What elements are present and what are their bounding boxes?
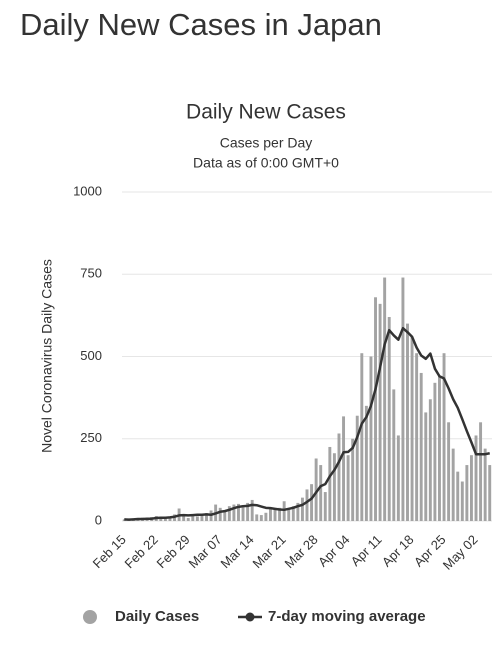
bar <box>227 506 231 521</box>
bar <box>364 405 368 521</box>
bar <box>342 416 346 521</box>
bar <box>328 446 332 521</box>
x-tick-label: Feb 15 <box>90 532 129 571</box>
bar <box>410 336 414 521</box>
bar <box>282 501 286 521</box>
bar <box>369 356 373 521</box>
bar <box>246 502 250 521</box>
bar <box>186 518 190 521</box>
bar <box>264 512 268 521</box>
bar <box>291 506 295 521</box>
bar <box>191 516 195 521</box>
bar <box>287 508 291 521</box>
bar <box>456 471 460 521</box>
bar <box>360 353 364 521</box>
bar <box>218 507 222 521</box>
legend-label: Daily Cases <box>115 608 199 625</box>
bar <box>351 438 355 521</box>
bar <box>278 507 282 521</box>
bar <box>250 499 254 521</box>
bar <box>319 465 323 521</box>
x-tick-label: Mar 14 <box>218 532 257 571</box>
bar <box>296 502 300 521</box>
bar <box>447 422 451 521</box>
bar <box>195 516 199 521</box>
bar <box>488 465 492 521</box>
x-tick-label: May 02 <box>440 532 481 573</box>
bar <box>255 514 259 521</box>
x-tick-label: Apr 11 <box>348 532 385 569</box>
bar <box>355 415 359 521</box>
bar <box>310 484 314 521</box>
bar <box>465 465 469 521</box>
bar <box>314 458 318 521</box>
bar <box>268 507 272 521</box>
bar <box>415 353 419 521</box>
y-tick-label: 0 <box>95 512 102 527</box>
bar <box>163 518 167 521</box>
bar <box>383 277 387 521</box>
bar <box>168 516 172 521</box>
bar <box>419 372 423 521</box>
bar <box>159 517 163 521</box>
bar <box>387 317 391 521</box>
bar <box>223 511 227 521</box>
x-tick-label: Mar 28 <box>281 532 320 571</box>
x-tick-label: Feb 29 <box>154 532 193 571</box>
bar <box>474 435 478 521</box>
bar <box>232 504 236 521</box>
bar <box>469 455 473 521</box>
bar <box>273 509 277 521</box>
bar <box>378 303 382 521</box>
bar <box>433 382 437 521</box>
bar <box>479 422 483 521</box>
legend-item[interactable]: Daily Cases <box>83 608 199 625</box>
bar <box>438 376 441 521</box>
legend-symbol <box>245 612 255 622</box>
bar <box>374 297 377 521</box>
bar <box>428 399 432 521</box>
bar <box>332 453 336 521</box>
x-tick-label: Apr 04 <box>315 532 353 570</box>
bar <box>305 489 309 521</box>
bar <box>237 503 240 521</box>
x-tick-label: Mar 21 <box>249 532 288 571</box>
bar <box>337 433 341 521</box>
bar <box>401 277 405 521</box>
line <box>124 326 490 521</box>
bar <box>451 448 455 521</box>
bar <box>424 412 428 521</box>
bar <box>483 448 487 521</box>
chart-title: Daily New Cases <box>186 101 346 124</box>
y-tick-label: 250 <box>80 430 102 445</box>
bar <box>346 455 350 521</box>
x-tick-label: Mar 07 <box>186 532 225 571</box>
y-tick-label: 750 <box>80 266 102 281</box>
bar <box>259 515 263 521</box>
y-tick-label: 500 <box>80 348 102 363</box>
bar <box>200 515 204 521</box>
bar <box>406 323 409 521</box>
bar <box>396 435 400 521</box>
y-axis-label: Novel Coronavirus Daily Cases <box>39 259 55 453</box>
bar <box>460 481 464 521</box>
bar <box>241 505 245 521</box>
legend-item[interactable]: 7-day moving average <box>238 608 426 625</box>
x-tick-label: Apr 18 <box>379 532 417 570</box>
bar <box>392 389 396 521</box>
bar <box>300 497 304 521</box>
bar <box>442 353 446 521</box>
legend-label: 7-day moving average <box>268 608 426 625</box>
y-tick-label: 1000 <box>73 183 102 198</box>
bar <box>323 492 327 521</box>
chart-note: Data as of 0:00 GMT+0 <box>193 155 339 171</box>
bar <box>182 514 186 521</box>
page-title: Daily New Cases in Japan <box>20 7 382 42</box>
chart-subtitle: Cases per Day <box>220 135 313 151</box>
x-tick-label: Feb 22 <box>122 532 161 571</box>
legend-symbol <box>83 610 97 624</box>
bar <box>205 513 208 521</box>
